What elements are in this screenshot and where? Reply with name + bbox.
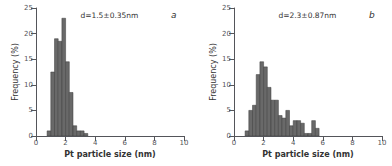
svg-text:25: 25 (222, 4, 231, 12)
svg-text:6: 6 (321, 139, 326, 147)
svg-text:0: 0 (227, 132, 231, 140)
svg-text:4: 4 (93, 139, 98, 147)
svg-text:6: 6 (123, 139, 128, 147)
svg-text:Frequency (%): Frequency (%) (209, 43, 218, 101)
svg-text:a: a (171, 10, 177, 20)
svg-text:20: 20 (222, 30, 231, 38)
svg-text:8: 8 (152, 139, 156, 147)
svg-text:Pt particle size (nm): Pt particle size (nm) (262, 150, 354, 159)
svg-text:b: b (369, 10, 375, 20)
svg-text:10: 10 (378, 139, 387, 147)
svg-text:20: 20 (24, 30, 33, 38)
svg-text:5: 5 (29, 106, 33, 114)
svg-text:2: 2 (261, 139, 265, 147)
svg-text:10: 10 (222, 81, 231, 89)
svg-text:15: 15 (222, 55, 231, 63)
svg-text:10: 10 (180, 139, 189, 147)
svg-text:10: 10 (24, 81, 33, 89)
svg-text:d=2.3±0.87nm: d=2.3±0.87nm (278, 11, 336, 20)
svg-text:5: 5 (227, 106, 231, 114)
svg-text:0: 0 (29, 132, 33, 140)
svg-text:Frequency (%): Frequency (%) (11, 43, 20, 101)
svg-text:Pt particle size (nm): Pt particle size (nm) (64, 150, 156, 159)
svg-text:2: 2 (63, 139, 67, 147)
svg-text:8: 8 (350, 139, 354, 147)
svg-text:d=1.5±0.35nm: d=1.5±0.35nm (80, 11, 138, 20)
svg-text:15: 15 (24, 55, 33, 63)
svg-text:4: 4 (291, 139, 296, 147)
svg-text:25: 25 (24, 4, 33, 12)
svg-text:0: 0 (232, 139, 236, 147)
svg-text:0: 0 (34, 139, 38, 147)
